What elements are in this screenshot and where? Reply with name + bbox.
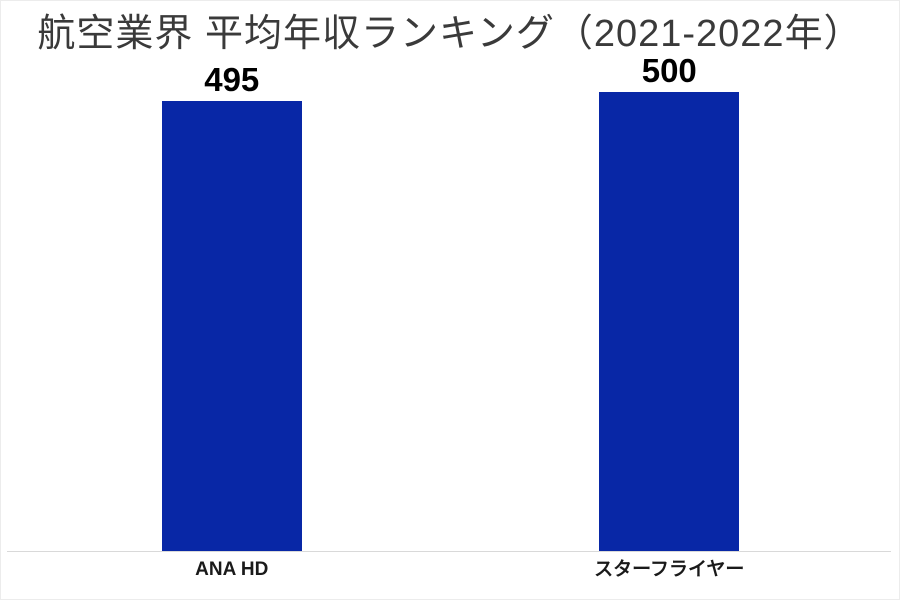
chart-title: 航空業界 平均年収ランキング（2021-2022年） bbox=[37, 13, 863, 55]
plot-area: 495 500 bbox=[13, 54, 888, 551]
value-label-starflyer: 500 bbox=[641, 52, 697, 89]
category-label-starflyer: スターフライヤー bbox=[594, 559, 745, 580]
category-axis: ANA HD スターフライヤー bbox=[13, 559, 888, 582]
bar-ana-hd bbox=[161, 101, 302, 551]
category-label-ana-hd: ANA HD bbox=[195, 559, 269, 580]
bar-starflyer bbox=[599, 92, 740, 551]
bar-group-ana-hd: 495 bbox=[13, 54, 451, 551]
bar-group-starflyer: 500 bbox=[451, 54, 889, 551]
value-label-ana-hd: 495 bbox=[204, 61, 260, 98]
x-axis-line bbox=[7, 551, 891, 552]
